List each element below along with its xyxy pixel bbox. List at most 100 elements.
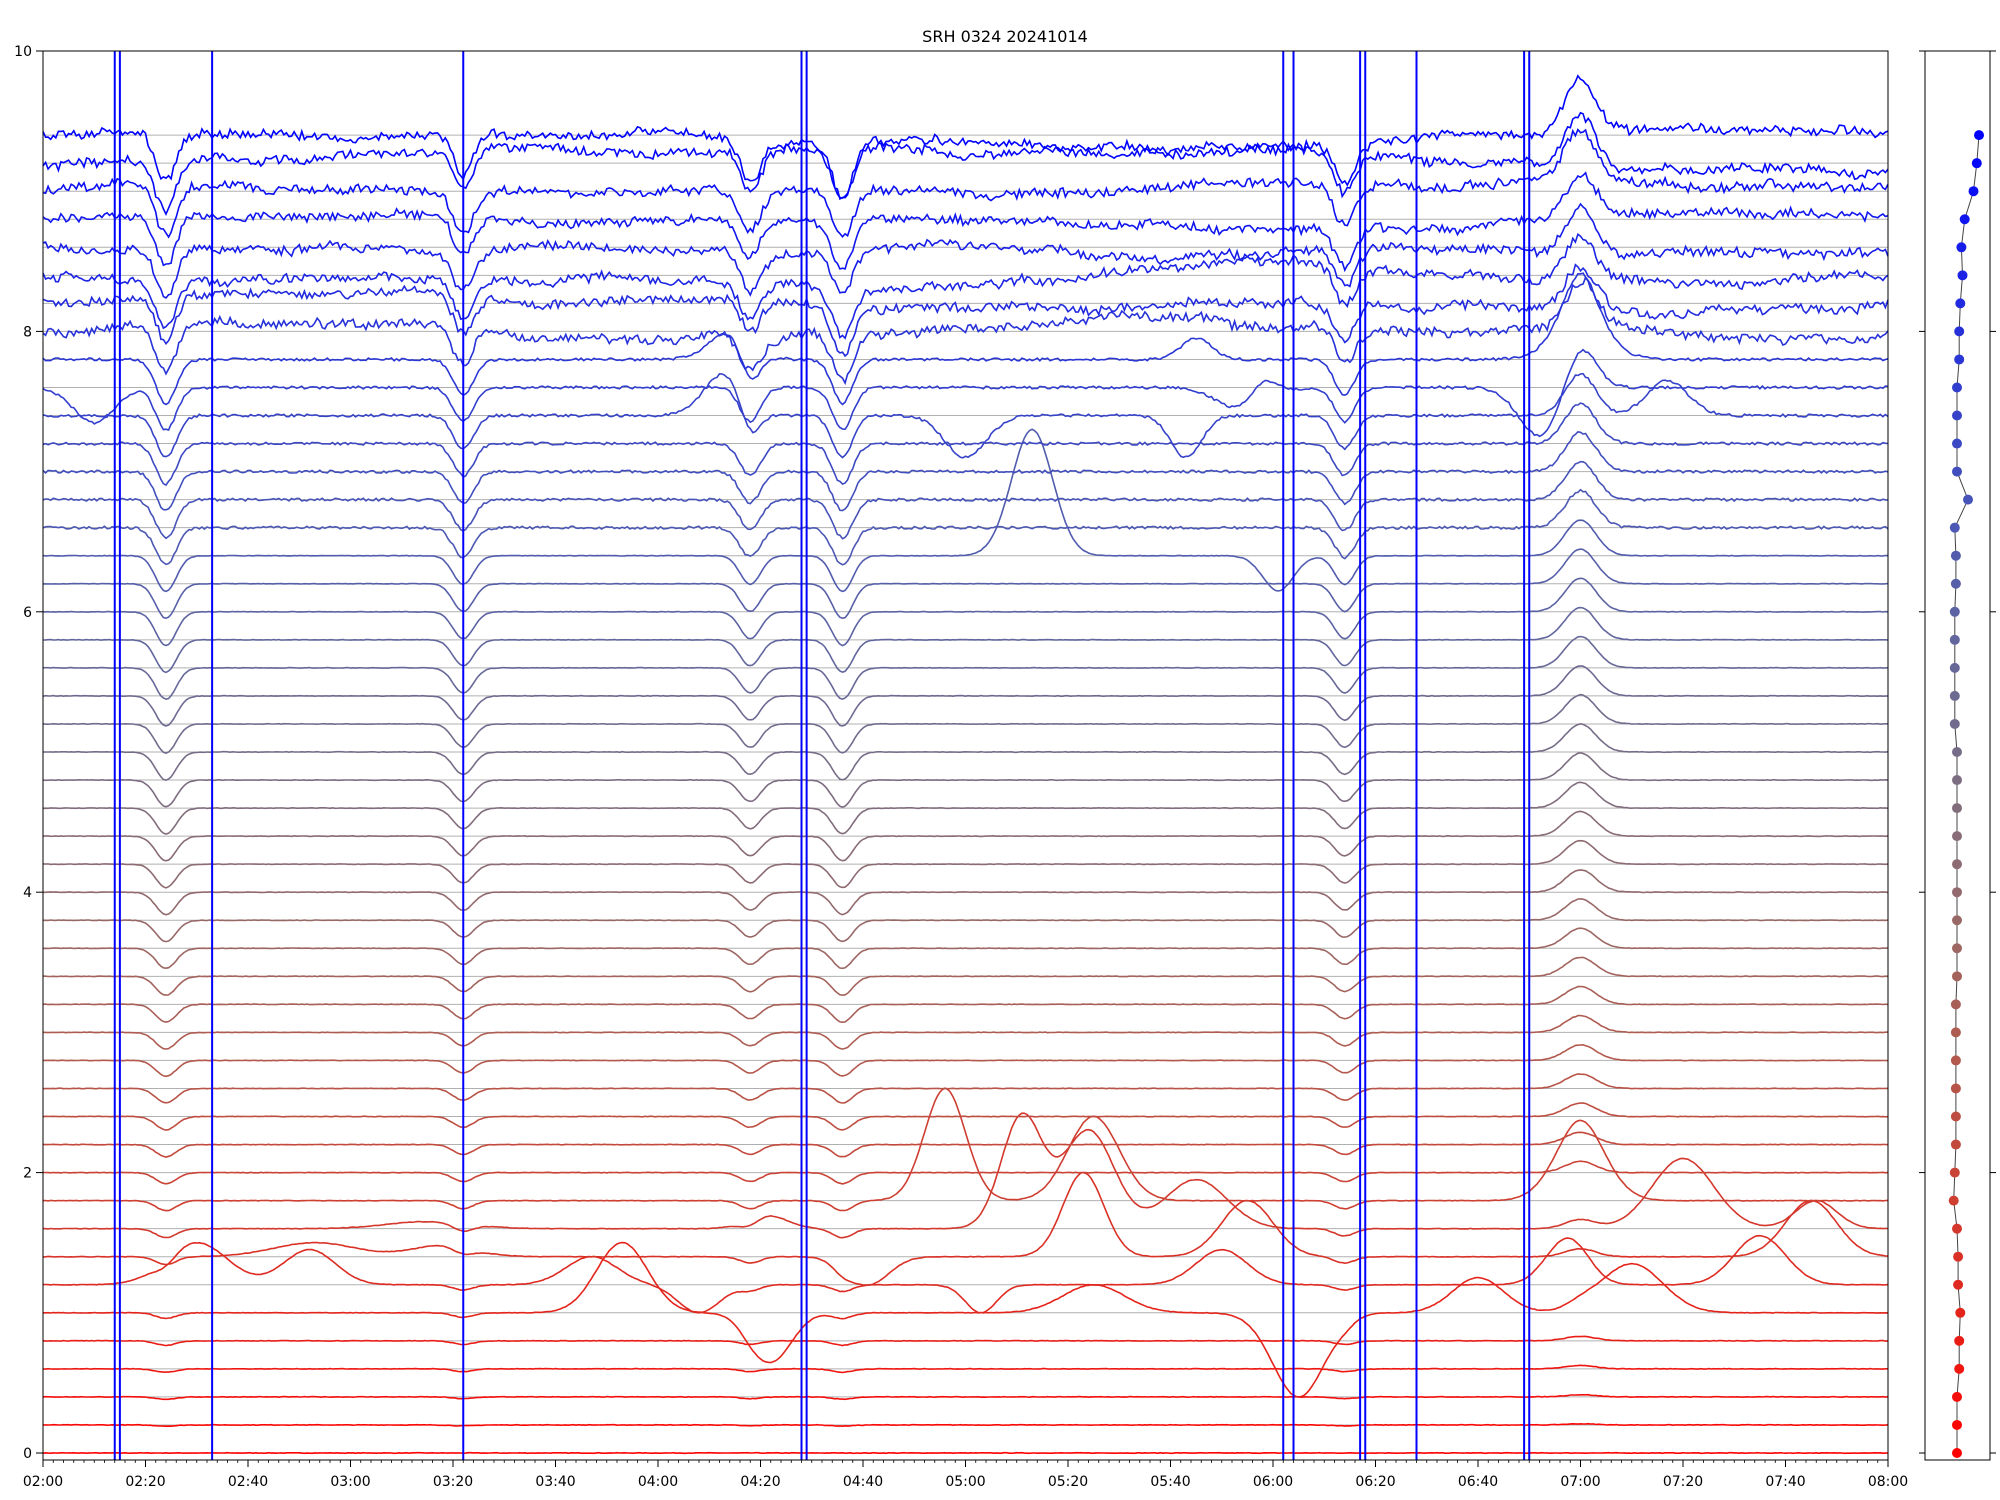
side-marker xyxy=(1963,494,1973,505)
series-line xyxy=(43,722,1889,781)
series-line xyxy=(42,1422,1889,1428)
series-line xyxy=(42,635,1889,701)
y-tick-label: 10 xyxy=(14,44,32,60)
series-line xyxy=(42,111,1889,216)
side-marker xyxy=(1950,550,1961,561)
series-line xyxy=(42,693,1888,754)
series-line xyxy=(42,348,1889,438)
series-line xyxy=(43,1234,1889,1314)
series-line xyxy=(42,1102,1889,1131)
series-line xyxy=(42,263,1889,358)
side-marker xyxy=(1954,1335,1965,1346)
series-lines xyxy=(42,74,1889,1455)
x-tick-label: 02:00 xyxy=(23,1474,63,1490)
side-marker xyxy=(1952,775,1962,786)
series-line xyxy=(42,781,1889,835)
series-line xyxy=(42,927,1889,970)
side-marker xyxy=(1952,382,1962,393)
side-marker xyxy=(1954,1363,1965,1374)
side-marker xyxy=(1952,971,1962,982)
side-marker xyxy=(1950,1111,1961,1122)
series-line xyxy=(42,74,1889,199)
x-tick-label: 05:20 xyxy=(1048,1474,1088,1490)
series-line xyxy=(42,488,1889,566)
side-marker xyxy=(1948,1195,1959,1206)
series-line xyxy=(42,232,1889,340)
y-tick-label: 8 xyxy=(23,324,32,340)
side-marker xyxy=(1952,831,1962,842)
series-line xyxy=(42,171,1889,273)
side-marker xyxy=(1952,859,1962,870)
series-line xyxy=(42,1112,1889,1239)
x-tick-label: 05:00 xyxy=(945,1474,985,1490)
side-marker xyxy=(1974,130,1984,141)
series-line xyxy=(42,1171,1889,1287)
series-line xyxy=(42,402,1889,487)
series-line xyxy=(42,272,1889,406)
side-marker xyxy=(1949,718,1960,729)
series-line xyxy=(42,1393,1889,1401)
side-marker xyxy=(1953,1279,1964,1290)
side-marker xyxy=(1950,1027,1961,1038)
side-panel-ticks xyxy=(1919,50,1996,1454)
side-marker xyxy=(1950,1055,1961,1066)
side-marker xyxy=(1950,999,1961,1010)
side-marker xyxy=(1968,186,1979,197)
side-marker xyxy=(1971,158,1982,169)
y-tick-label: 6 xyxy=(23,605,32,621)
side-marker xyxy=(1959,214,1970,225)
series-line xyxy=(43,898,1889,943)
series-line xyxy=(42,839,1889,889)
side-marker xyxy=(1953,1251,1964,1262)
side-marker xyxy=(1952,1391,1962,1402)
x-axis-ticks: 02:00 02:20 02:40 03:00 03:20 03:40 04:00 04:20… xyxy=(23,1460,1908,1490)
plot-frame xyxy=(42,50,1889,1461)
series-line xyxy=(42,1451,1889,1455)
series-line xyxy=(42,577,1889,647)
series-line xyxy=(42,431,1889,512)
x-tick-label: 02:20 xyxy=(125,1474,165,1490)
side-marker xyxy=(1955,298,1966,309)
side-marker xyxy=(1952,1419,1962,1430)
y-tick-label: 4 xyxy=(23,885,32,901)
side-marker xyxy=(1952,803,1962,814)
series-line xyxy=(42,869,1889,916)
side-marker xyxy=(1949,634,1960,645)
x-tick-label: 04:00 xyxy=(638,1474,678,1490)
side-marker xyxy=(1950,1139,1961,1150)
side-marker xyxy=(1952,410,1962,421)
y-tick-label: 0 xyxy=(23,1446,32,1462)
side-marker xyxy=(1954,354,1965,365)
side-marker xyxy=(1952,1447,1962,1458)
x-tick-label: 03:00 xyxy=(330,1474,370,1490)
series-line xyxy=(42,1043,1889,1078)
side-marker xyxy=(1952,746,1962,757)
x-tick-label: 04:20 xyxy=(740,1474,780,1490)
series-line xyxy=(42,985,1889,1024)
series-line xyxy=(43,1160,1889,1185)
series-line xyxy=(42,372,1889,459)
y-axis-ticks: 0 2 4 6 8 10 xyxy=(14,44,43,1462)
side-marker xyxy=(1952,466,1962,477)
x-tick-label: 05:40 xyxy=(1150,1474,1190,1490)
series-line xyxy=(43,548,1889,620)
side-marker xyxy=(1952,1223,1962,1234)
x-tick-label: 04:40 xyxy=(843,1474,883,1490)
x-tick-label: 03:20 xyxy=(433,1474,473,1490)
side-marker xyxy=(1950,578,1961,589)
x-tick-label: 02:40 xyxy=(228,1474,268,1490)
series-line xyxy=(42,275,1889,386)
side-marker xyxy=(1949,522,1960,533)
series-line xyxy=(43,1241,1889,1398)
side-marker xyxy=(1956,242,1967,253)
series-line xyxy=(42,1073,1888,1104)
chart-title: SRH 0324 20241014 xyxy=(922,27,1088,46)
series-line xyxy=(42,752,1889,808)
side-marker xyxy=(1949,1167,1960,1178)
x-tick-label: 07:40 xyxy=(1765,1474,1805,1490)
series-line xyxy=(42,1014,1889,1050)
series-line xyxy=(42,1335,1889,1347)
y-tick-label: 2 xyxy=(23,1166,32,1182)
x-tick-label: 07:20 xyxy=(1663,1474,1703,1490)
series-line xyxy=(42,202,1889,300)
